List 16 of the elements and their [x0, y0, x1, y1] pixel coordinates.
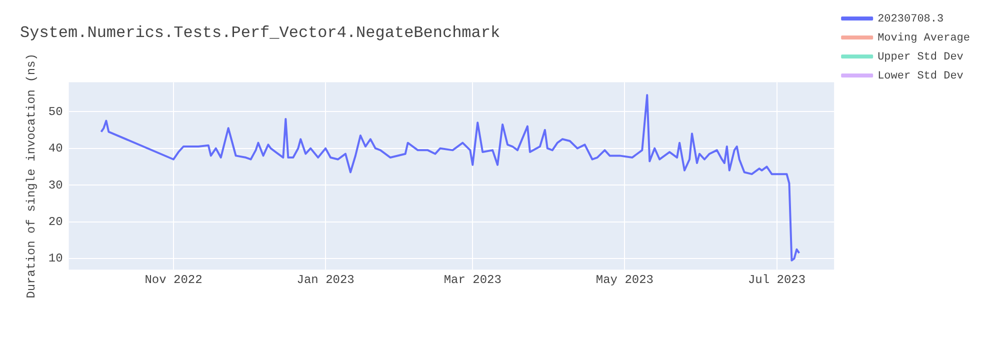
- x-tick-label: Jul 2023: [748, 272, 806, 287]
- x-tick-label: Jan 2023: [296, 272, 354, 287]
- legend-label: Moving Average: [878, 32, 970, 44]
- y-tick-label: 20: [48, 215, 63, 230]
- y-tick-label: 50: [48, 104, 63, 119]
- x-tick-label: May 2023: [596, 272, 654, 287]
- y-tick-label: 30: [48, 178, 63, 192]
- x-tick-label: Nov 2022: [144, 272, 202, 287]
- legend-label: 20230708.3: [878, 13, 944, 26]
- y-tick-label: 10: [48, 252, 63, 266]
- chart-title: System.Numerics.Tests.Perf_Vector4.NegateBenchmark: [20, 24, 500, 42]
- legend-label: Upper Std Dev: [878, 51, 964, 64]
- y-tick-label: 40: [48, 142, 63, 156]
- legend-label: Lower Std Dev: [878, 70, 964, 82]
- x-tick-label: Mar 2023: [444, 272, 502, 287]
- y-axis-title: Duration of single invocation (ns): [24, 53, 38, 298]
